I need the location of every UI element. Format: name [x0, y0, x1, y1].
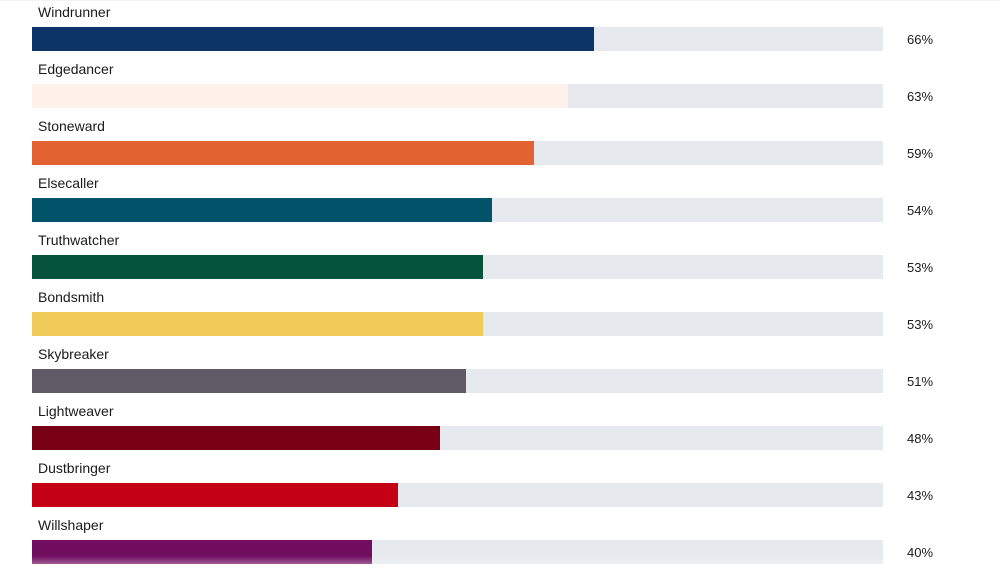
- category-label: Elsecaller: [38, 175, 99, 191]
- category-label: Windrunner: [38, 4, 111, 20]
- bar-track: [32, 198, 883, 222]
- bar-track: [32, 312, 883, 336]
- category-label: Stoneward: [38, 118, 105, 134]
- category-label: Lightweaver: [38, 403, 114, 419]
- bar: [32, 84, 569, 108]
- value-label: 51%: [907, 374, 934, 389]
- bar: [32, 312, 484, 336]
- top-divider: [0, 0, 1000, 1]
- value-label: 66%: [907, 32, 934, 47]
- bar-row: Truthwatcher 53%: [0, 227, 1000, 284]
- bar-track: [32, 426, 883, 450]
- category-label: Willshaper: [38, 517, 104, 533]
- bar: [32, 198, 492, 222]
- bar-row: Bondsmith 53%: [0, 284, 1000, 341]
- category-label: Bondsmith: [38, 289, 105, 305]
- value-label: 59%: [907, 146, 934, 161]
- bar-row: Lightweaver 48%: [0, 398, 1000, 455]
- bar-track: [32, 483, 883, 507]
- bar: [32, 369, 466, 393]
- bar-row: Willshaper 40%: [0, 512, 1000, 569]
- bar-row: Skybreaker 51%: [0, 341, 1000, 398]
- value-label: 48%: [907, 431, 934, 446]
- value-label: 43%: [907, 488, 934, 503]
- value-label: 53%: [907, 260, 934, 275]
- bar-row: Windrunner 66%: [0, 0, 1000, 56]
- bar: [32, 540, 373, 564]
- category-label: Edgedancer: [38, 61, 114, 77]
- category-label: Truthwatcher: [38, 232, 120, 248]
- bar: [32, 141, 535, 165]
- bar: [32, 255, 484, 279]
- bar-track: [32, 540, 883, 564]
- bar-row: Elsecaller 54%: [0, 170, 1000, 227]
- bar: [32, 483, 398, 507]
- value-label: 53%: [907, 317, 934, 332]
- category-label: Skybreaker: [38, 346, 109, 362]
- value-label: 40%: [907, 545, 934, 560]
- bar-row: Stoneward 59%: [0, 113, 1000, 170]
- category-label: Dustbringer: [38, 460, 111, 476]
- bar: [32, 27, 594, 51]
- value-label: 54%: [907, 203, 934, 218]
- bar-track: [32, 369, 883, 393]
- bar: [32, 426, 441, 450]
- bar-track: [32, 255, 883, 279]
- bar-track: [32, 141, 883, 165]
- bar-row: Dustbringer 43%: [0, 455, 1000, 512]
- value-label: 63%: [907, 89, 934, 104]
- bar-track: [32, 27, 883, 51]
- bar-track: [32, 84, 883, 108]
- bar-row: Edgedancer 63%: [0, 56, 1000, 113]
